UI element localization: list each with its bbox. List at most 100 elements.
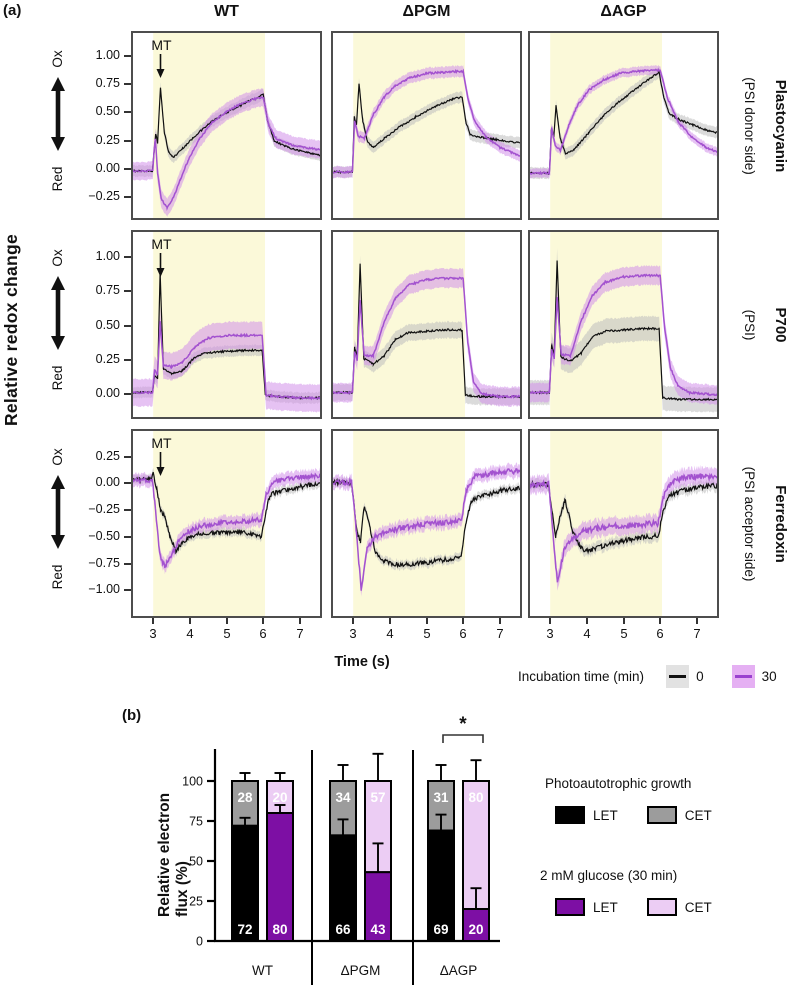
y-tick-r2-−0.75: −0.75 [84, 555, 131, 571]
legend-label-photo-cet: CET [684, 807, 712, 823]
column-header-2: ΔAGP [600, 3, 647, 20]
svg-text:ΔAGP: ΔAGP [440, 963, 478, 978]
svg-text:34: 34 [335, 790, 351, 805]
legend-label-glucose-cet: CET [684, 899, 712, 915]
x-tick-c1-4: 4 [379, 618, 401, 641]
legend-label-30min: 30 [761, 669, 777, 684]
electron-flux-bar-chart: 0 25 50 75 100 28 72 20 80 WT 34 66 57 43 ΔPGM 31 69 80 20… [175, 703, 515, 989]
panel-b-tag: (b) [122, 707, 142, 724]
incubation-legend: Incubation time (min) 0 30 [518, 665, 777, 688]
flux-legend-row-photo: LET CET [540, 806, 712, 824]
svg-text:66: 66 [335, 922, 351, 937]
column-header-0: WT [214, 3, 239, 20]
legend-line-0min-icon [669, 675, 687, 678]
y-tick-r2-0.00: 0.00 [84, 474, 131, 490]
redox-plot-r2c2 [528, 429, 719, 618]
legend-label-glucose-let: LET [593, 899, 618, 915]
x-tick-c0-5: 5 [216, 618, 238, 641]
y-tick-r0-0.75: 0.75 [84, 75, 131, 91]
y-tick-r0-1.00: 1.00 [84, 47, 131, 63]
y-tick-r1-0.75: 0.75 [84, 282, 131, 298]
x-tick-c2-7: 7 [686, 618, 708, 641]
x-tick-c0-4: 4 [179, 618, 201, 641]
row-sublabel-2: (PSI acceptor side) [742, 466, 757, 581]
legend-swatch-30min [731, 665, 755, 688]
y-tick-r0-0.00: 0.00 [84, 160, 131, 176]
row-label-1: P700 [772, 306, 789, 343]
legend-line-30min-icon [734, 675, 752, 678]
flux-legend-title-photo: Photoautotrophic growth [545, 776, 692, 791]
redox-plot-r2c1 [331, 429, 522, 618]
ox-label-row0: Ox [50, 50, 65, 68]
ox-label-row2: Ox [50, 448, 65, 466]
legend-label-0min: 0 [696, 669, 704, 684]
svg-text:80: 80 [272, 922, 287, 937]
x-tick-c1-6: 6 [452, 618, 474, 641]
y-tick-r1-0.25: 0.25 [84, 351, 131, 367]
row-label-0: Plastocyanin [772, 79, 789, 172]
legend-swatch-glucose-cet [646, 898, 677, 916]
svg-text:20: 20 [468, 922, 483, 937]
x-tick-c1-5: 5 [416, 618, 438, 641]
x-tick-c2-6: 6 [649, 618, 671, 641]
redox-plot-r1c2 [528, 230, 719, 419]
y-tick-r2-−0.25: −0.25 [84, 501, 131, 517]
y-tick-r1-0.50: 0.50 [84, 317, 131, 333]
y-tick-r2-−1.00: −1.00 [84, 581, 131, 597]
svg-text:43: 43 [370, 922, 386, 937]
y-tick-r1-1.00: 1.00 [84, 248, 131, 264]
svg-text:0: 0 [196, 935, 203, 949]
row-label-2: Ferredoxin [772, 484, 789, 563]
ox-label-row1: Ox [50, 249, 65, 267]
flux-legend-title-glucose: 2 mM glucose (30 min) [540, 868, 678, 883]
svg-text:MT: MT [151, 37, 172, 53]
x-tick-c2-5: 5 [613, 618, 635, 641]
svg-text:MT: MT [151, 236, 172, 252]
svg-text:ΔPGM: ΔPGM [341, 963, 381, 978]
svg-text:28: 28 [237, 790, 253, 805]
redox-plot-r2c0: MT [131, 429, 322, 618]
legend-swatch-photo-let [555, 806, 585, 824]
x-tick-c0-6: 6 [252, 618, 274, 641]
svg-text:57: 57 [370, 790, 385, 805]
svg-text:WT: WT [252, 963, 273, 978]
x-tick-c1-7: 7 [489, 618, 511, 641]
x-tick-c1-3: 3 [342, 618, 364, 641]
svg-text:31: 31 [433, 790, 449, 805]
legend-swatch-0min [666, 665, 690, 688]
svg-text:100: 100 [182, 775, 203, 789]
row-sublabel-0: (PSI donor side) [742, 76, 757, 175]
y-tick-r0-0.50: 0.50 [84, 103, 131, 119]
redox-plot-r0c0: MT [131, 31, 322, 220]
x-tick-c2-4: 4 [576, 618, 598, 641]
panel-a-tag: (a) [3, 2, 22, 19]
redox-plot-r1c1 [331, 230, 522, 419]
y-tick-r1-0.00: 0.00 [84, 385, 131, 401]
legend-label-photo-let: LET [593, 807, 618, 823]
svg-text:20: 20 [272, 790, 287, 805]
y-tick-r0-−0.25: −0.25 [84, 188, 131, 204]
column-header-1: ΔPGM [402, 3, 451, 20]
legend-swatch-glucose-let [555, 898, 585, 916]
red-label-row1: Red [50, 365, 65, 391]
svg-text:80: 80 [468, 790, 483, 805]
svg-text:MT: MT [151, 435, 172, 451]
svg-text:50: 50 [189, 855, 203, 869]
x-tick-c2-3: 3 [539, 618, 561, 641]
svg-text:25: 25 [189, 895, 203, 909]
redox-y-axis-title: Relative redox change [1, 233, 21, 427]
red-label-row0: Red [50, 166, 65, 192]
x-tick-c0-7: 7 [289, 618, 311, 641]
redox-plot-r1c0: MT [131, 230, 322, 419]
ox-red-arrow-icon-row0 [50, 77, 66, 156]
y-tick-r0-0.25: 0.25 [84, 132, 131, 148]
redox-plot-r0c1 [331, 31, 522, 220]
svg-text:*: * [459, 714, 467, 735]
svg-text:69: 69 [433, 922, 448, 937]
y-tick-r2-−0.50: −0.50 [84, 528, 131, 544]
legend-swatch-photo-cet [646, 806, 677, 824]
row-sublabel-1: (PSI) [742, 309, 757, 340]
time-axis-title: Time (s) [334, 654, 390, 670]
flux-legend: Photoautotrophic growth LET CET 2 mM glu… [540, 776, 712, 916]
